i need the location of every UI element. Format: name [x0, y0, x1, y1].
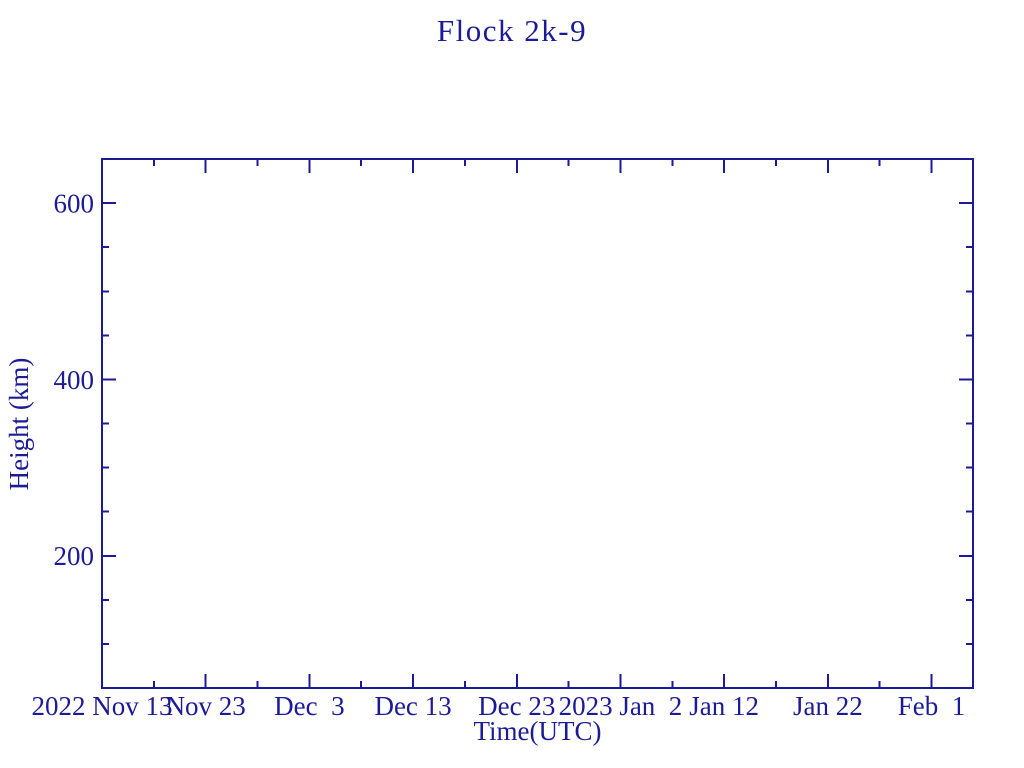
- x-tick-label: Dec 3: [274, 691, 344, 721]
- x-tick-label: 2023 Jan 2: [559, 691, 683, 721]
- x-axis-label: Time(UTC): [473, 716, 602, 746]
- x-tick-label: Feb 1: [898, 691, 966, 721]
- chart-title: Flock 2k-9: [436, 13, 588, 48]
- x-tick-label: Dec 23: [478, 691, 555, 721]
- y-tick-label: 200: [54, 541, 95, 571]
- x-tick-label: Dec 13: [374, 691, 451, 721]
- y-tick-label: 600: [54, 189, 95, 219]
- y-tick-label: 400: [54, 365, 95, 395]
- x-tick-label: Nov 23: [166, 691, 246, 721]
- plot-frame: [101, 158, 974, 689]
- x-tick-label: Jan 12: [689, 691, 759, 721]
- x-tick-label: 2022 Nov 13: [32, 691, 173, 721]
- x-tick-label: Jan 22: [793, 691, 863, 721]
